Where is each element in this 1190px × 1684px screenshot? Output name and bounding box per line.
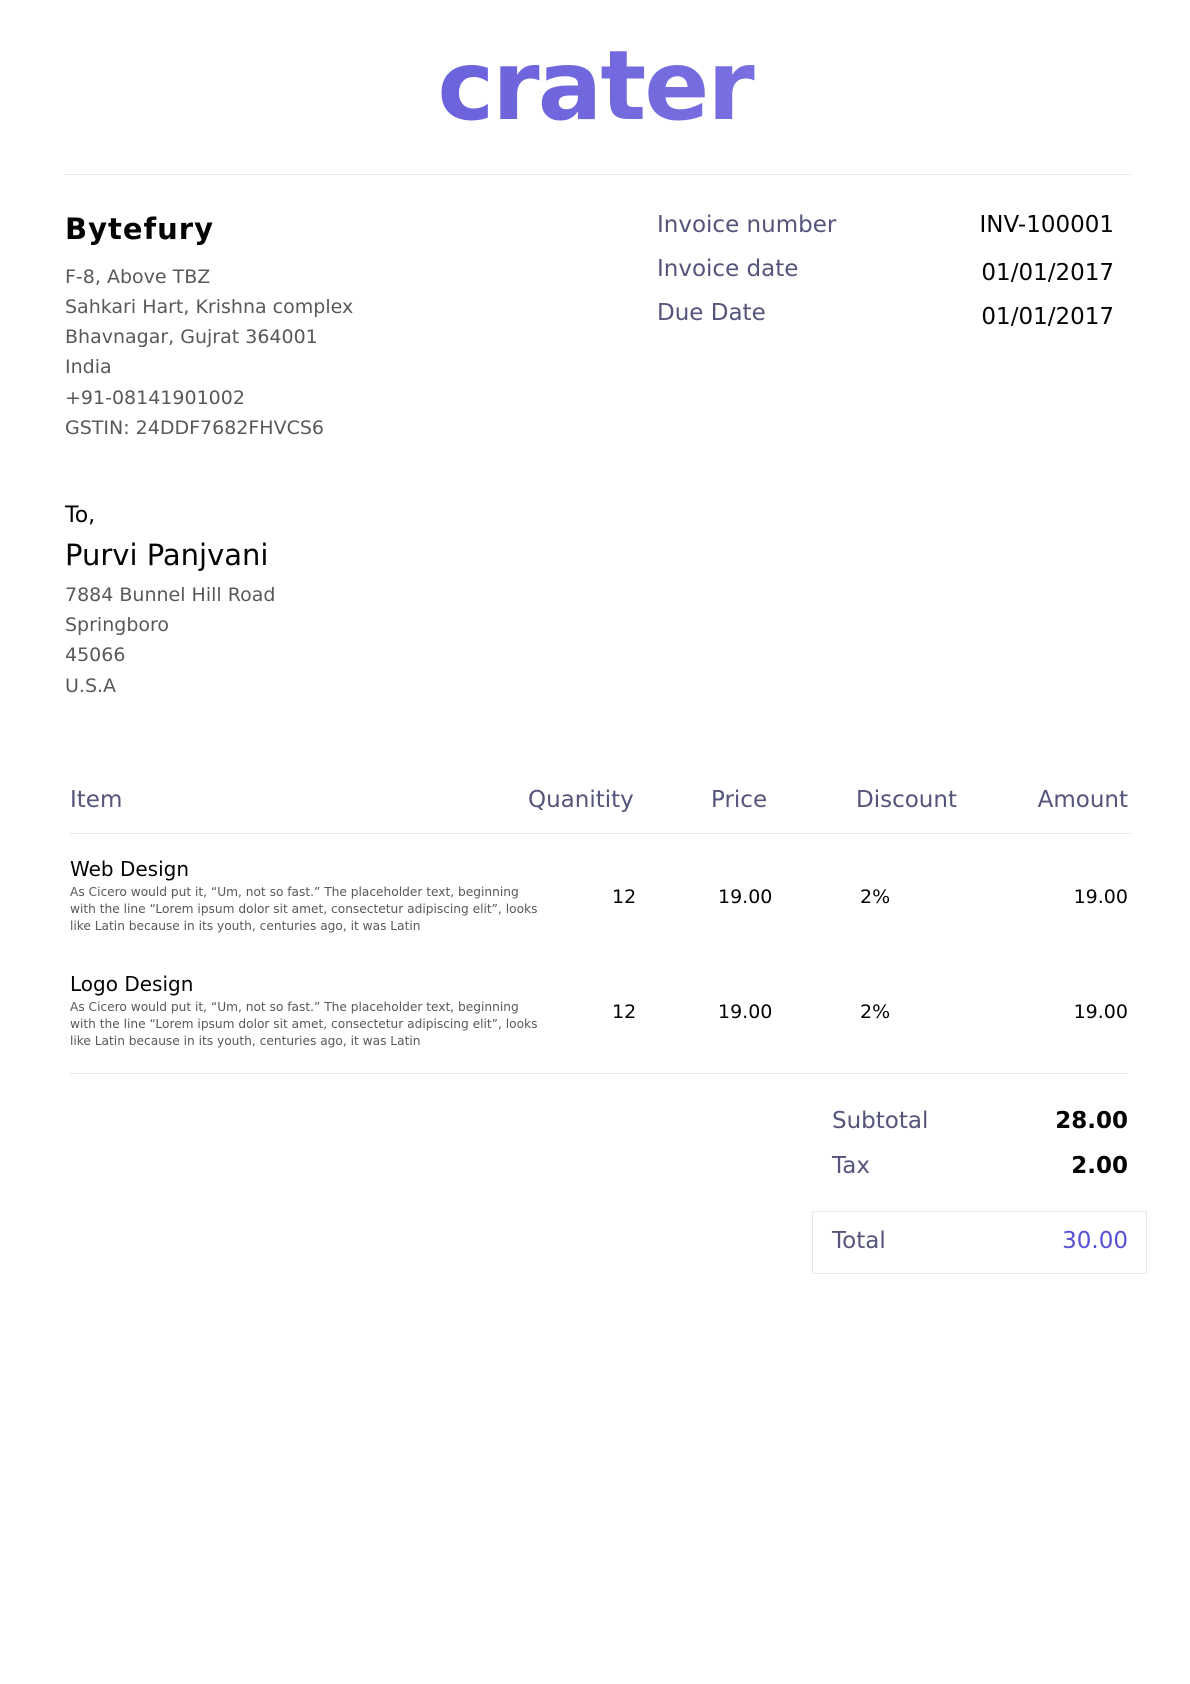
due-date: 01/01/2017 [981, 304, 1114, 330]
to-label: To, [65, 503, 96, 528]
item-name: Logo Design [70, 972, 194, 996]
item-price: 19.00 [718, 1001, 773, 1023]
company-address-line: F-8, Above TBZ [65, 266, 211, 288]
total-label: Total [832, 1228, 886, 1254]
column-header-quantity: Quanitity [528, 787, 634, 813]
company-address-line: Bhavnagar, Gujrat 364001 [65, 326, 318, 348]
customer-address-line: U.S.A [65, 675, 117, 697]
company-phone: +91-08141901002 [65, 387, 245, 409]
table-footer-divider [70, 1073, 1128, 1074]
total-value: 30.00 [1062, 1228, 1128, 1254]
column-header-amount: Amount [1037, 787, 1128, 813]
item-discount: 2% [860, 886, 891, 908]
column-header-price: Price [711, 787, 768, 813]
table-header-divider [70, 833, 1131, 834]
tax-label: Tax [832, 1153, 870, 1179]
column-header-item: Item [70, 787, 123, 813]
invoice-number-label: Invoice number [657, 212, 837, 238]
company-address-line: India [65, 356, 112, 378]
tax-value: 2.00 [1071, 1153, 1128, 1179]
company-address-line: Sahkari Hart, Krishna complex [65, 296, 354, 318]
subtotal-label: Subtotal [832, 1108, 929, 1134]
item-description: As Cicero would put it, “Um, not so fast… [70, 885, 538, 933]
due-date-label: Due Date [657, 300, 766, 326]
company-gstin: GSTIN: 24DDF7682FHVCS6 [65, 417, 324, 439]
subtotal-value: 28.00 [1055, 1108, 1128, 1134]
item-price: 19.00 [718, 886, 773, 908]
crater-logo: crater [0, 36, 1190, 136]
item-description: As Cicero would put it, “Um, not so fast… [70, 1000, 538, 1048]
customer-name: Purvi Panjvani [65, 538, 269, 572]
header-divider [65, 174, 1131, 175]
column-header-discount: Discount [856, 787, 957, 813]
item-name: Web Design [70, 857, 190, 881]
item-amount: 19.00 [1073, 886, 1128, 908]
company-name: Bytefury [65, 212, 215, 246]
customer-address-line: 45066 [65, 644, 126, 666]
item-discount: 2% [860, 1001, 891, 1023]
customer-address-line: Springboro [65, 614, 170, 636]
item-amount: 19.00 [1073, 1001, 1128, 1023]
invoice-date: 01/01/2017 [981, 260, 1114, 286]
invoice-number: INV-100001 [979, 212, 1114, 238]
item-quantity: 12 [612, 1001, 637, 1023]
customer-address-line: 7884 Bunnel Hill Road [65, 584, 276, 606]
total-box [812, 1211, 1147, 1274]
item-quantity: 12 [612, 886, 637, 908]
invoice-date-label: Invoice date [657, 256, 799, 282]
